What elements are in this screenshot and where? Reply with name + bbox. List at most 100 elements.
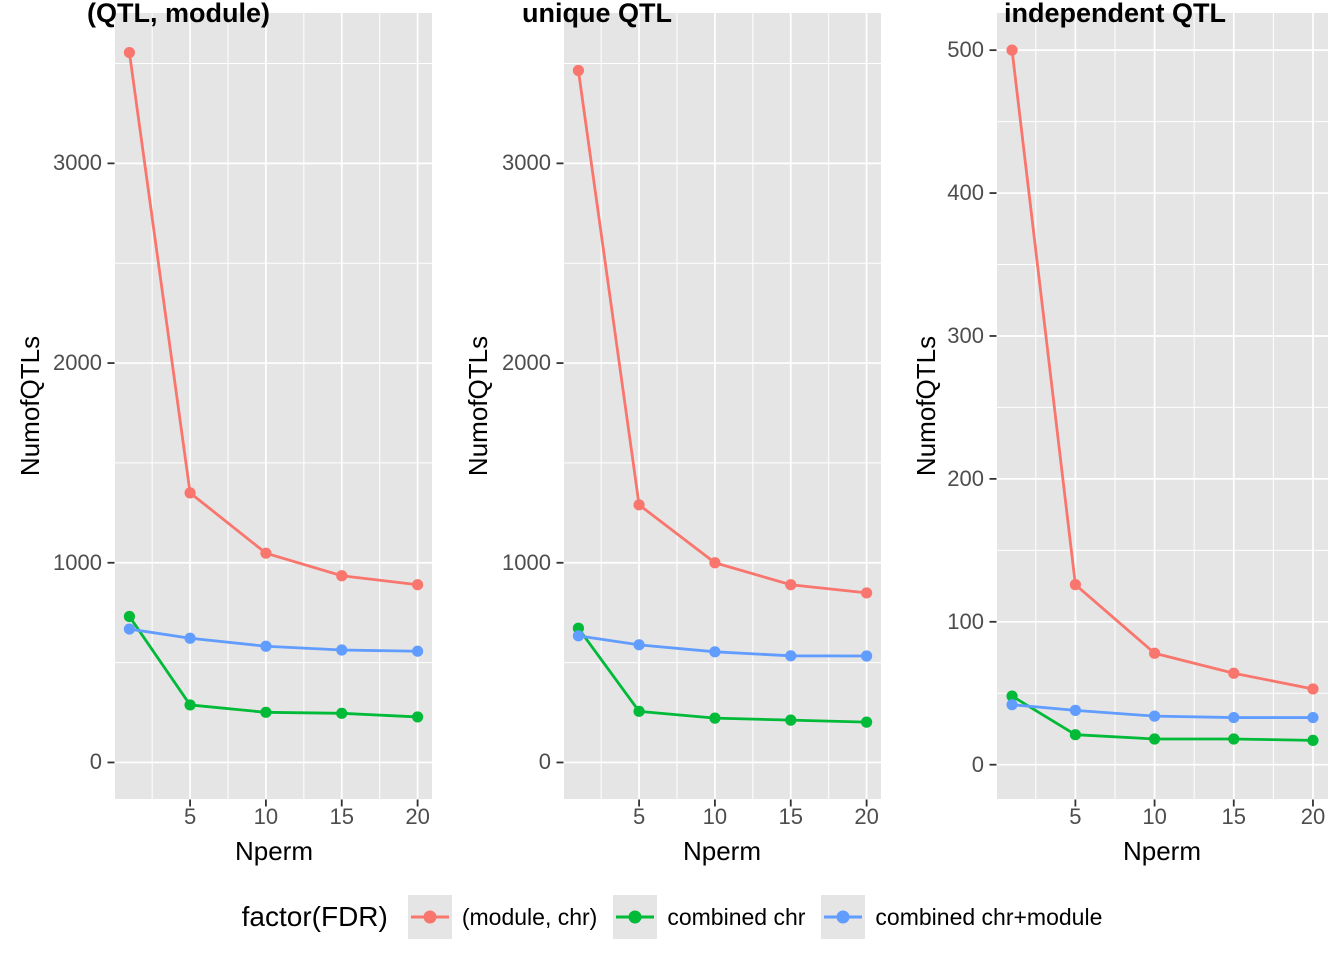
legend-label: combined chr+module [875,903,1103,930]
y-tick-label: 0 [971,751,984,777]
series-line [128,615,418,719]
panel-title-independent-qtl: independent QTL [1004,0,1226,28]
data-point [633,639,645,651]
y-axis-title-panel1: NumofQTLs [15,335,45,477]
y-tick-label: 3000 [53,150,102,176]
panel-title-unique-qtl: unique QTL [522,0,672,28]
data-point [184,487,196,499]
data-point [1228,711,1240,724]
data-point [1228,733,1240,745]
data-point [123,623,136,635]
x-tick-label: 20 [405,804,430,829]
data-point [709,646,721,658]
data-point [336,570,348,582]
data-point [336,644,348,656]
data-point [785,714,797,726]
data-point [1148,733,1161,745]
legend-title: factor(FDR) [241,901,388,932]
data-point [411,711,424,723]
legend-label: (module, chr) [461,903,598,930]
data-point [184,699,196,711]
data-point [1006,690,1018,702]
y-tick-label: 2000 [53,350,102,376]
data-point [411,579,424,591]
legend-label: combined chr [667,903,806,930]
x-tick-label: 5 [632,804,646,829]
data-point [336,707,348,719]
x-tick-label: 5 [183,804,197,829]
y-tick-label: 0 [89,749,102,775]
y-tick-label: 400 [947,180,984,206]
x-tick-label: 10 [253,804,279,829]
data-point [633,499,645,511]
legend-item-module-chr: (module, chr) [407,895,598,939]
data-point [709,557,721,569]
data-point [1069,729,1081,741]
x-axis-title-panel2: Nperm [682,836,761,866]
x-axis-title-panel1: Nperm [234,836,313,866]
series-line [1011,703,1313,719]
data-point [860,587,873,599]
data-point [1307,711,1319,724]
legend-key-red-line-icon [407,895,452,939]
data-point [1006,699,1018,711]
x-tick-label: 20 [854,804,879,829]
y-tick-label: 100 [947,608,984,634]
panel-title-qtl-module: (QTL, module) [87,0,270,28]
data-point [860,650,873,662]
y-tick-label: 1000 [53,549,102,575]
y-axis-title-panel2: NumofQTLs [463,335,493,477]
series-line [577,70,867,595]
x-tick-label: 5 [1069,804,1082,829]
plot-panel-qtl-module [115,13,432,799]
data-point [1069,579,1081,591]
x-axis-title-panel3: Nperm [1122,836,1201,866]
y-tick-label: 200 [947,465,984,491]
y-tick-label: 3000 [502,150,551,176]
data-point [572,630,585,642]
series-line [129,627,418,653]
plot-panel-independent-qtl [997,13,1328,799]
y-tick-label: 500 [947,37,984,63]
data-point [260,547,272,559]
data-point [785,650,797,662]
data-point [1228,667,1240,679]
legend-item-combined-chr: combined chr [613,895,805,939]
legend-key-green-line-icon [613,895,658,939]
data-point [860,716,873,728]
y-tick-label: 0 [538,749,551,775]
data-point [633,705,645,717]
legend: factor(FDR) (module, chr) combined chr c… [0,889,1344,945]
data-point [709,712,721,724]
data-point [1006,44,1018,56]
data-point [411,645,424,657]
y-tick-label: 1000 [502,549,551,575]
x-tick-label: 15 [1221,804,1246,829]
data-point [123,46,136,59]
data-point [123,610,136,623]
plot-panel-unique-qtl [564,13,881,799]
y-tick-label: 300 [947,322,984,348]
series-line [578,634,867,658]
data-point [785,579,797,591]
x-tick-label: 15 [778,804,803,829]
x-tick-label: 10 [702,804,728,829]
x-tick-label: 15 [329,804,354,829]
series-line [128,52,418,587]
data-point [1148,710,1161,722]
series-line [1010,49,1314,691]
data-point [572,64,585,77]
data-point [1148,647,1161,659]
legend-key-blue-line-icon [821,895,866,939]
data-point [1069,704,1081,716]
y-tick-label: 2000 [502,350,551,376]
data-point [1307,734,1319,747]
x-tick-label: 10 [1142,804,1167,829]
legend-item-combined-chr-module: combined chr+module [821,895,1102,939]
y-axis-title-panel3: NumofQTLs [911,335,941,477]
x-tick-label: 20 [1300,804,1326,829]
data-point [184,632,196,644]
data-point [260,640,272,652]
